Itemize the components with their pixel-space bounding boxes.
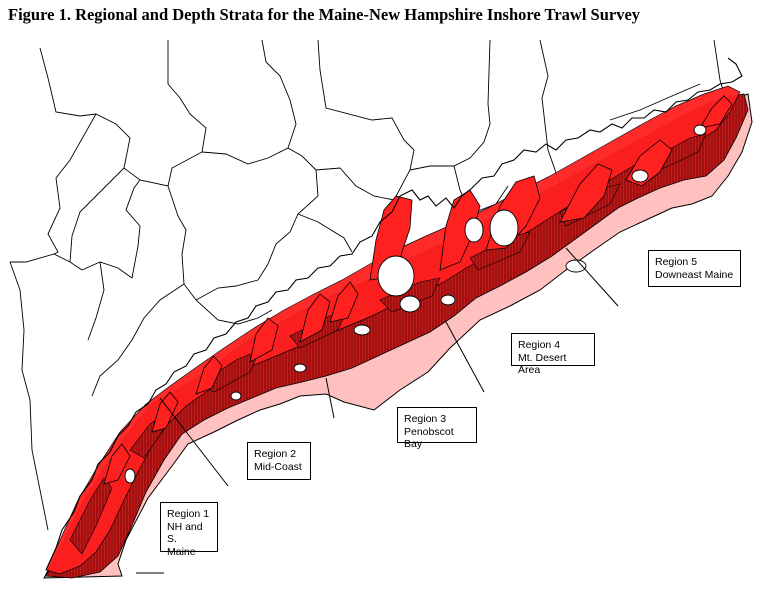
region-5-title: Region 5 [655, 256, 698, 268]
region-1-line3: Maine [167, 545, 196, 558]
islands [124, 124, 707, 484]
region-1-title: Region 1 [167, 508, 210, 520]
region-2-line2: Mid-Coast [254, 460, 302, 473]
county-boundaries [9, 39, 727, 531]
region-4-label: Region 4 Mt. Desert Area [511, 333, 595, 376]
region-5-line2: Downeast Maine [655, 268, 734, 281]
region-4-line2: Mt. Desert Area [518, 351, 567, 377]
region-1-line2: NH and S. [167, 520, 203, 546]
region-2-label: Region 2 Mid-Coast [247, 442, 311, 480]
leader-line-region-2 [159, 397, 229, 487]
region-4-title: Region 4 [518, 339, 561, 351]
region-2-title: Region 2 [254, 448, 297, 460]
region-3-label: Region 3 Penobscot Bay [397, 407, 477, 450]
figure-title: Figure 1. Regional and Depth Strata for … [8, 5, 641, 24]
region-5-label: Region 5 Downeast Maine [648, 250, 741, 287]
region-3-title: Region 3 [404, 413, 447, 425]
region-3-line2: Penobscot Bay [404, 425, 454, 451]
leader-line-region-5 [565, 247, 619, 307]
leader-line-region-4 [445, 321, 485, 393]
region-1-label: Region 1 NH and S. Maine [160, 502, 218, 558]
leader-line-region-3 [325, 377, 335, 419]
region-leader-lines [136, 247, 619, 574]
coastline [45, 57, 743, 571]
coastal-inlets [103, 95, 733, 485]
